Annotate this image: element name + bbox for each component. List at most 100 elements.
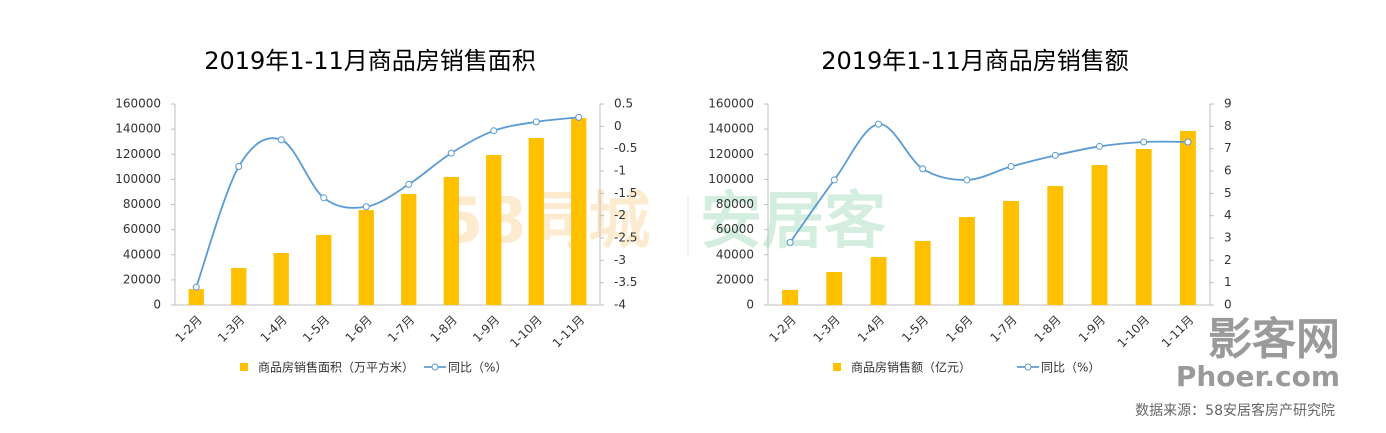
marker xyxy=(919,165,927,173)
marker xyxy=(447,149,455,157)
bar xyxy=(443,176,459,305)
bar xyxy=(826,271,843,305)
legend-label: 商品房销售面积（万平方米） xyxy=(258,360,414,375)
marker xyxy=(575,113,583,121)
line xyxy=(195,116,579,288)
x-tick-label: 1-9月 xyxy=(470,313,502,345)
marker xyxy=(235,163,243,171)
y-tick-label: 140000 xyxy=(115,122,161,136)
y-tick-label: 100000 xyxy=(708,172,754,186)
y2-tick-label: 5 xyxy=(1224,186,1232,200)
x-tick-label: 1-6月 xyxy=(943,313,975,345)
bar xyxy=(316,235,332,305)
bar xyxy=(231,267,247,305)
bar xyxy=(358,210,374,305)
marker xyxy=(1051,151,1059,159)
y-tick-label: 100000 xyxy=(115,172,161,186)
legend-swatch xyxy=(431,363,439,371)
legend-label: 同比（%） xyxy=(1041,361,1100,375)
y-tick-label: 20000 xyxy=(716,272,754,286)
bar xyxy=(401,193,417,305)
marker xyxy=(192,283,200,291)
y-tick-label: 140000 xyxy=(708,122,754,136)
y-tick-label: 120000 xyxy=(115,147,161,161)
x-tick-label: 1-7月 xyxy=(987,313,1019,345)
bar xyxy=(528,138,544,305)
watermark: Phoer.com xyxy=(1176,360,1340,393)
x-tick-label: 1-7月 xyxy=(385,313,417,345)
watermark: 影客网 xyxy=(1208,314,1340,365)
bar xyxy=(188,289,204,305)
x-tick-label: 1-8月 xyxy=(1032,313,1064,345)
y-tick-label: 0 xyxy=(746,298,754,312)
legend-label: 商品房销售额（亿元） xyxy=(851,360,971,375)
x-tick-label: 1-10月 xyxy=(507,313,545,351)
legend-swatch xyxy=(1024,363,1032,371)
marker xyxy=(875,120,882,128)
x-tick-label: 1-2月 xyxy=(766,313,798,345)
x-tick-label: 1-4月 xyxy=(258,313,290,345)
x-tick-label: 1-11月 xyxy=(550,313,588,351)
y2-tick-label: -3 xyxy=(614,253,626,267)
marker xyxy=(786,238,794,246)
y2-tick-label: -2 xyxy=(614,208,626,222)
marker xyxy=(405,180,413,188)
line xyxy=(789,123,1188,243)
marker xyxy=(1184,138,1192,146)
y2-tick-label: -3.5 xyxy=(614,275,637,289)
bar xyxy=(1003,200,1020,305)
legend-swatch xyxy=(833,363,841,371)
x-tick-label: 1-10月 xyxy=(1115,313,1153,351)
marker xyxy=(532,118,540,126)
y-tick-label: 160000 xyxy=(115,97,161,111)
marker xyxy=(963,176,971,184)
y2-tick-label: 2 xyxy=(1224,253,1232,267)
source-note: 数据来源：58安居客房产研究院 xyxy=(1135,402,1335,419)
y-tick-label: 60000 xyxy=(716,222,754,236)
marker xyxy=(362,203,370,211)
bar xyxy=(914,240,931,305)
y-tick-label: 80000 xyxy=(716,197,754,211)
bar xyxy=(782,289,799,305)
y-tick-label: 60000 xyxy=(123,222,161,236)
watermark: 58同城 xyxy=(440,184,650,257)
y2-tick-label: -2.5 xyxy=(614,231,637,245)
marker xyxy=(1140,138,1148,146)
x-tick-label: 1-4月 xyxy=(855,313,887,345)
y2-tick-label: 8 xyxy=(1224,119,1232,133)
x-tick-label: 1-11月 xyxy=(1159,313,1197,351)
chart-title: 2019年1-11月商品房销售额 xyxy=(821,47,1129,75)
y2-tick-label: -1 xyxy=(614,164,626,178)
x-tick-label: 1-3月 xyxy=(215,313,247,345)
bar xyxy=(1091,165,1108,305)
y2-tick-label: 9 xyxy=(1224,97,1232,111)
marker xyxy=(490,127,498,135)
bar xyxy=(571,117,587,306)
x-tick-label: 1-2月 xyxy=(173,313,205,345)
y2-tick-label: 3 xyxy=(1224,231,1232,245)
y-tick-label: 40000 xyxy=(123,247,161,261)
legend-swatch xyxy=(240,363,248,371)
y2-tick-label: 0 xyxy=(1224,298,1232,312)
y2-tick-label: 1 xyxy=(1224,275,1232,289)
y-tick-label: 40000 xyxy=(716,247,754,261)
x-tick-label: 1-9月 xyxy=(1076,313,1108,345)
bar xyxy=(1135,148,1152,305)
bar xyxy=(870,257,887,305)
y2-tick-label: -4 xyxy=(614,298,626,312)
bar xyxy=(486,155,502,305)
bar xyxy=(958,217,975,305)
x-tick-label: 1-6月 xyxy=(343,313,375,345)
y2-tick-label: 4 xyxy=(1224,208,1232,222)
x-tick-label: 1-8月 xyxy=(428,313,460,345)
y2-tick-label: -0.5 xyxy=(614,141,637,155)
watermark: 安居客 xyxy=(700,184,886,257)
y-tick-label: 80000 xyxy=(123,197,161,211)
marker xyxy=(320,194,328,202)
y-tick-label: 160000 xyxy=(708,97,754,111)
marker xyxy=(1007,163,1015,171)
y-tick-label: 20000 xyxy=(123,272,161,286)
x-tick-label: 1-5月 xyxy=(300,313,332,345)
y2-tick-label: 0.5 xyxy=(614,97,633,111)
